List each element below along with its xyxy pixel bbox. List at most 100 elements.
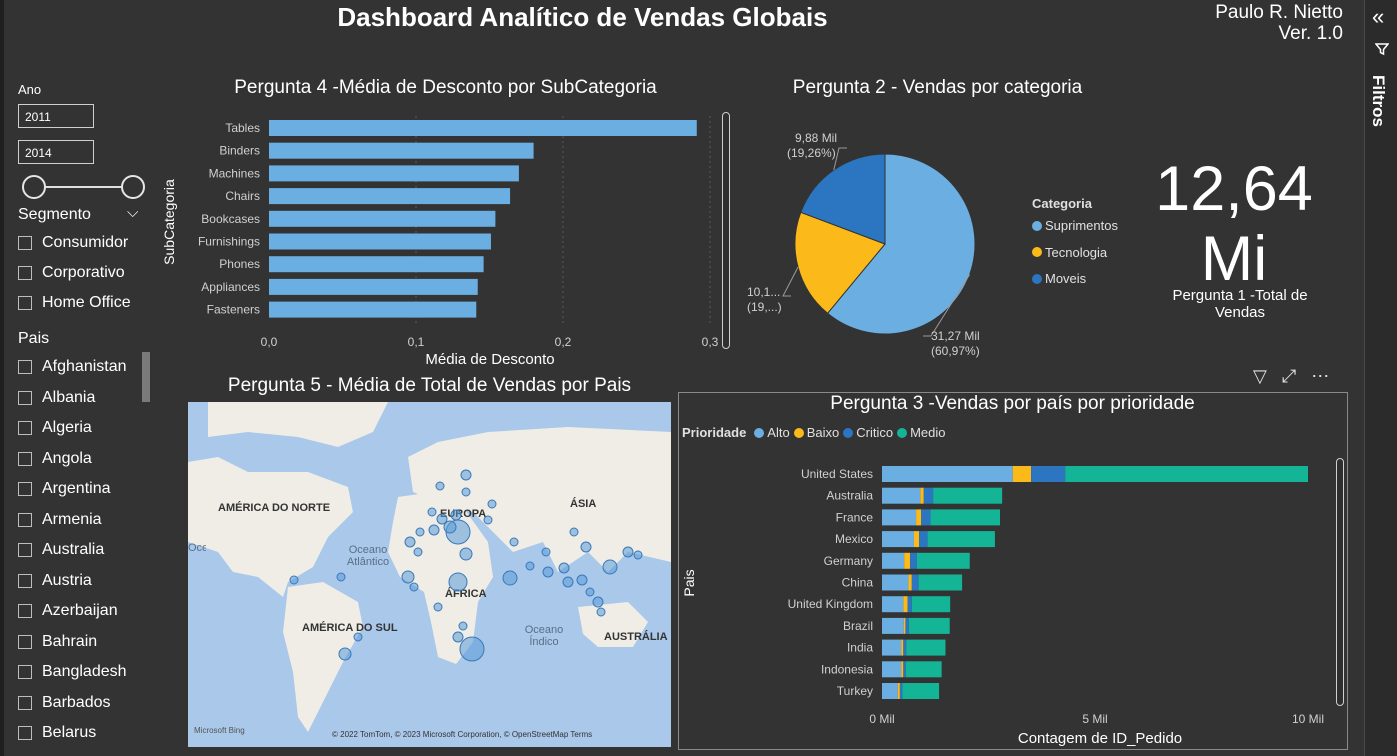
q3-bar-segment[interactable] <box>916 552 970 569</box>
map-bubble[interactable] <box>428 524 440 536</box>
q4-bar[interactable] <box>269 120 697 136</box>
q4-scrollbar[interactable] <box>722 112 730 349</box>
segmento-item[interactable]: Corporativo <box>18 262 125 284</box>
map-bubble[interactable] <box>569 527 579 537</box>
q3-bar-segment[interactable] <box>882 617 904 634</box>
pais-item[interactable]: Belarus <box>18 722 96 744</box>
map-bubble[interactable] <box>602 559 618 575</box>
q3-bar-segment[interactable] <box>933 487 1003 504</box>
map-bubble[interactable] <box>452 631 464 643</box>
map-bubble[interactable] <box>448 572 468 592</box>
map-bubble[interactable] <box>622 546 634 558</box>
q4-bar[interactable] <box>269 188 511 205</box>
q3-bar-segment[interactable] <box>913 531 920 548</box>
q3-bar-segment[interactable] <box>1065 466 1308 482</box>
q3-bar-segment[interactable] <box>916 509 922 526</box>
map-bubble[interactable] <box>580 541 592 553</box>
pais-item[interactable]: Algeria <box>18 417 92 439</box>
q3-bar-segment[interactable] <box>901 661 904 678</box>
q3-bar-segment[interactable] <box>882 552 905 569</box>
checkbox[interactable] <box>18 512 32 527</box>
filter-icon[interactable]: ▽ <box>1253 366 1267 386</box>
q3-bar-segment[interactable] <box>882 487 921 504</box>
q3-bar-segment[interactable] <box>920 487 924 504</box>
ano-from-input[interactable]: 2011 <box>18 104 94 128</box>
map-bubble[interactable] <box>338 647 352 661</box>
q3-legend-item[interactable]: Baixo <box>793 425 839 440</box>
map-bubble[interactable] <box>433 602 443 612</box>
map-bubble[interactable] <box>415 527 425 537</box>
q2-pie-slice[interactable] <box>826 153 976 335</box>
map-bubble[interactable] <box>443 520 457 534</box>
checkbox[interactable] <box>18 543 32 557</box>
q4-bar[interactable] <box>269 210 496 227</box>
map-bubble[interactable] <box>461 487 471 497</box>
q3-bar-segment[interactable] <box>1012 466 1032 482</box>
q3-bar-segment[interactable] <box>911 596 951 613</box>
q3-bar-segment[interactable] <box>908 617 950 634</box>
focus-mode-icon[interactable]: ⤢ <box>1281 366 1297 386</box>
pais-item[interactable]: Angola <box>18 448 92 470</box>
map-bubble[interactable] <box>502 570 518 586</box>
q4-bar[interactable] <box>269 165 519 182</box>
pais-item[interactable]: Bahrain <box>18 631 97 653</box>
ano-slider-start-handle[interactable] <box>22 175 46 199</box>
ano-slider-end-handle[interactable] <box>121 175 145 199</box>
pais-item[interactable]: Armenia <box>18 509 102 531</box>
q4-bar[interactable] <box>269 256 484 273</box>
map-bubble[interactable] <box>460 469 472 481</box>
q3-bar-segment[interactable] <box>882 639 902 656</box>
q3-bar-segment[interactable] <box>918 574 963 591</box>
map-bubble[interactable] <box>401 570 415 584</box>
q3-bar-segment[interactable] <box>903 639 907 656</box>
q2-legend-item[interactable]: Tecnologia <box>1032 245 1107 260</box>
q3-bar-segment[interactable] <box>921 509 931 526</box>
checkbox[interactable] <box>18 665 32 679</box>
map-bubble[interactable] <box>436 513 448 525</box>
q2-pie-slice[interactable] <box>800 153 886 245</box>
checkbox[interactable] <box>18 236 32 250</box>
q3-legend-item[interactable]: Medio <box>897 425 946 440</box>
checkbox[interactable] <box>18 634 32 649</box>
q3-bar-segment[interactable] <box>882 509 917 526</box>
q3-scrollbar[interactable] <box>1336 458 1344 706</box>
checkbox[interactable] <box>18 604 32 618</box>
map-bubble[interactable] <box>336 572 346 582</box>
q3-bar-segment[interactable] <box>919 531 928 548</box>
pais-item[interactable]: Australia <box>18 539 104 561</box>
map-bubble[interactable] <box>413 547 423 557</box>
map-bubble[interactable] <box>458 621 468 631</box>
checkbox[interactable] <box>18 296 32 310</box>
segmento-item[interactable]: Consumidor <box>18 232 128 254</box>
map-bubble[interactable] <box>541 547 551 557</box>
q3-bar-segment[interactable] <box>908 574 912 591</box>
q3-bar-segment[interactable] <box>904 552 911 569</box>
map-bubble[interactable] <box>435 481 445 491</box>
filters-label[interactable]: Filtros <box>1369 75 1388 127</box>
q2-legend-item[interactable]: Suprimentos <box>1032 218 1118 233</box>
more-options-icon[interactable]: ⋯ <box>1311 366 1330 386</box>
checkbox[interactable] <box>18 726 32 740</box>
checkbox[interactable] <box>18 573 32 588</box>
q4-bar[interactable] <box>269 142 534 159</box>
map-bubble[interactable] <box>633 550 643 560</box>
q3-bar-segment[interactable] <box>905 617 909 634</box>
chevron-down-icon[interactable]: ⌵ <box>127 204 139 221</box>
q3-bar-segment[interactable] <box>910 552 917 569</box>
q3-visual-frame[interactable] <box>678 392 1348 750</box>
pais-item[interactable]: Austria <box>18 570 92 592</box>
map-bubble[interactable] <box>558 562 570 574</box>
q3-bar-segment[interactable] <box>897 683 900 699</box>
world-map[interactable]: AMÉRICA DO NORTE EUROPA ÁSIA ÁFRICA AMÉR… <box>188 402 671 747</box>
q4-bar[interactable] <box>269 278 478 295</box>
q2-legend-item[interactable]: Moveis <box>1032 271 1086 286</box>
checkbox[interactable] <box>18 390 32 405</box>
q3-bar-segment[interactable] <box>927 531 995 548</box>
q3-bar-segment[interactable] <box>907 596 912 613</box>
pais-item[interactable]: Bangladesh <box>18 661 127 683</box>
map-bubble[interactable] <box>409 582 419 592</box>
checkbox[interactable] <box>18 360 32 374</box>
checkbox[interactable] <box>18 421 32 435</box>
q3-bar-segment[interactable] <box>902 683 940 699</box>
segmento-item[interactable]: Home Office <box>18 292 131 314</box>
